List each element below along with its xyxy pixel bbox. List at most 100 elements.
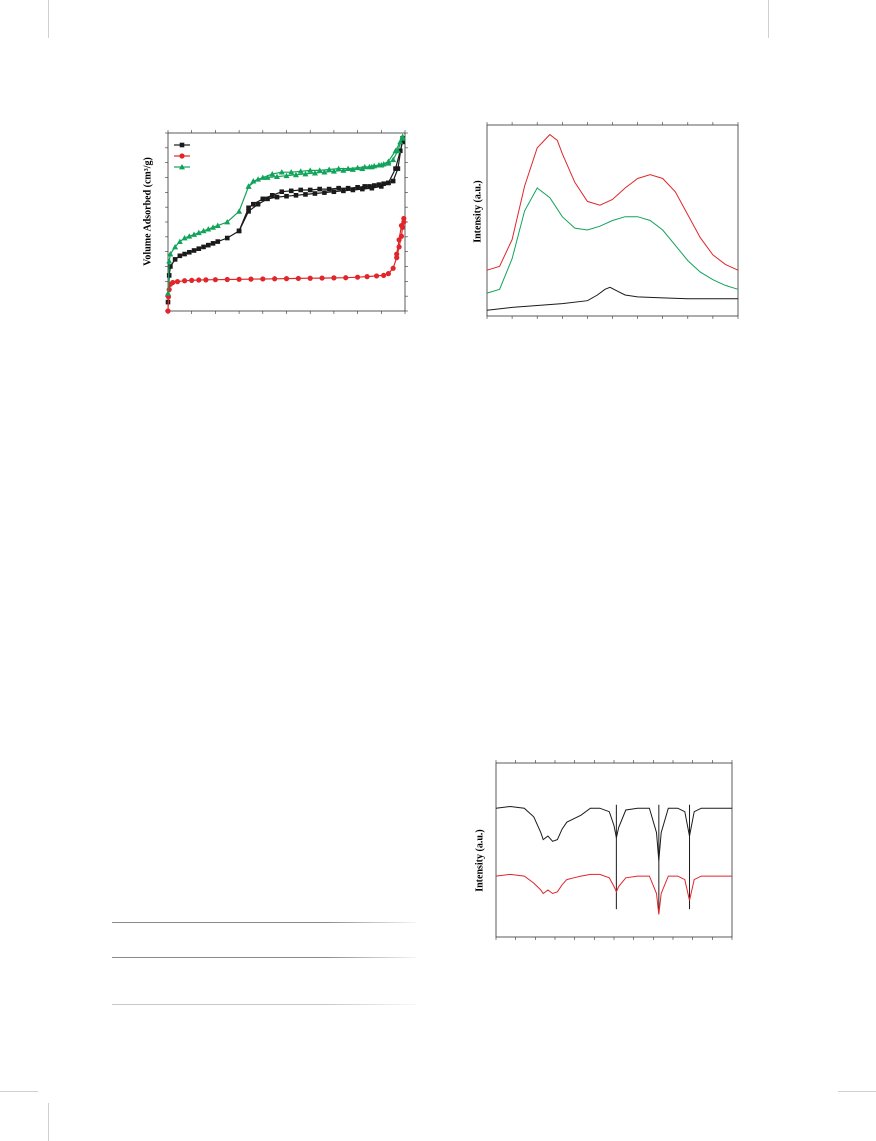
isotherm-data-point (316, 167, 323, 173)
isotherm-data-point (224, 219, 231, 225)
isotherm-data-point (330, 168, 337, 174)
isotherm-chart: Volume Adsorbed (cm³/g) (130, 118, 420, 324)
isotherm-data-point (214, 222, 221, 228)
isotherm-data-point (331, 275, 337, 281)
isotherm-data-point (265, 196, 270, 202)
isotherm-data-point (250, 178, 257, 184)
isotherm-data-point (205, 242, 211, 248)
isotherm-data-point (349, 166, 356, 172)
isotherm-data-point (259, 174, 266, 180)
isotherm-data-point (248, 276, 254, 282)
isotherm-data-point (385, 271, 392, 277)
isotherm-data-point (396, 237, 402, 243)
intensity-top-series-line-0 (486, 133, 739, 271)
isotherm-data-point (369, 185, 375, 191)
table-top-rule (112, 922, 416, 923)
intensity-top-plot (486, 122, 739, 319)
table-bottom-rule (112, 1004, 416, 1005)
isotherm-data-point (317, 186, 322, 192)
isotherm-series-line-4 (167, 137, 404, 294)
isotherm-data-point (322, 190, 327, 195)
isotherm-data-point (303, 192, 308, 197)
isotherm-data-point (245, 183, 252, 189)
isotherm-data-point (224, 276, 230, 283)
isotherm-data-point (367, 184, 372, 189)
isotherm-data-point (371, 162, 378, 169)
isotherm-data-point (326, 186, 332, 192)
isotherm-data-point (187, 249, 192, 255)
isotherm-data-point (375, 162, 382, 168)
crop-mark-bottom-left-horizontal (0, 1091, 38, 1092)
crop-mark-bottom-left-vertical (48, 1103, 49, 1141)
isotherm-series-line-3 (396, 218, 405, 255)
isotherm-data-point (350, 187, 356, 193)
isotherm-data-point (379, 184, 384, 189)
isotherm-data-point (386, 180, 391, 186)
isotherm-data-point (355, 274, 361, 280)
isotherm-data-point (236, 208, 243, 214)
intensity-bottom-plot (495, 760, 733, 940)
isotherm-data-point (298, 187, 304, 193)
isotherm-data-point (246, 209, 251, 214)
isotherm-data-point (174, 279, 181, 285)
isotherm-data-point (360, 186, 365, 192)
isotherm-data-point (373, 273, 380, 279)
isotherm-legend-marker (179, 142, 185, 148)
isotherm-data-point (343, 275, 349, 281)
isotherm-data-point (200, 227, 207, 234)
isotherm-data-point (181, 235, 188, 241)
isotherm-data-point (401, 215, 407, 222)
isotherm-data-point (274, 173, 281, 180)
isotherm-data-point (307, 187, 313, 193)
isotherm-plot (165, 130, 408, 314)
isotherm-data-point (295, 275, 301, 282)
isotherm-data-point (215, 239, 221, 244)
isotherm-data-point (399, 133, 406, 139)
isotherm-data-point (398, 222, 405, 229)
isotherm-data-point (283, 276, 290, 282)
isotherm-data-point (381, 272, 387, 278)
isotherm-data-point (224, 235, 230, 241)
isotherm-data-point (385, 160, 392, 166)
isotherm-data-point (182, 251, 187, 257)
isotherm-data-point (255, 201, 261, 207)
isotherm-data-point (390, 265, 396, 271)
isotherm-data-point (236, 276, 242, 282)
isotherm-data-point (189, 277, 195, 283)
isotherm-data-point (166, 258, 173, 264)
isotherm-data-point (186, 233, 193, 239)
isotherm-data-point (210, 224, 217, 230)
intensity-top-series-line-1 (486, 187, 739, 294)
isotherm-data-point (341, 188, 346, 194)
isotherm-data-point (394, 147, 401, 154)
isotherm-data-point (390, 178, 396, 184)
isotherm-data-point (284, 193, 289, 199)
isotherm-data-point (176, 238, 183, 244)
isotherm-data-point (362, 184, 368, 189)
crop-mark-bottom-right-horizontal (838, 1091, 876, 1092)
isotherm-data-point (168, 264, 173, 269)
isotherm-data-point (172, 243, 179, 250)
isotherm-data-point (195, 229, 202, 236)
isotherm-data-point (345, 185, 351, 191)
intensity-top-series-line-2 (486, 286, 738, 311)
crop-mark-top-left-vertical (48, 0, 49, 38)
isotherm-data-point (394, 251, 400, 257)
isotherm-data-point (181, 278, 188, 284)
isotherm-data-point (395, 166, 401, 171)
isotherm-data-point (251, 201, 256, 207)
isotherm-data-point (371, 183, 377, 188)
isotherm-data-point (345, 165, 352, 171)
isotherm-data-point (288, 169, 295, 175)
isotherm-data-point (246, 205, 251, 211)
intensity-chart-bottom: Intensity (a.u.) (466, 755, 748, 947)
isotherm-data-point (279, 189, 285, 195)
isotherm-data-point (177, 253, 183, 259)
isotherm-data-point (336, 185, 341, 191)
isotherm-data-point (278, 169, 285, 175)
isotherm-data-point (191, 231, 198, 237)
isotherm-data-point (380, 161, 387, 167)
isotherm-data-point (165, 308, 171, 314)
isotherm-data-point (196, 277, 202, 283)
isotherm-data-point (210, 241, 216, 246)
